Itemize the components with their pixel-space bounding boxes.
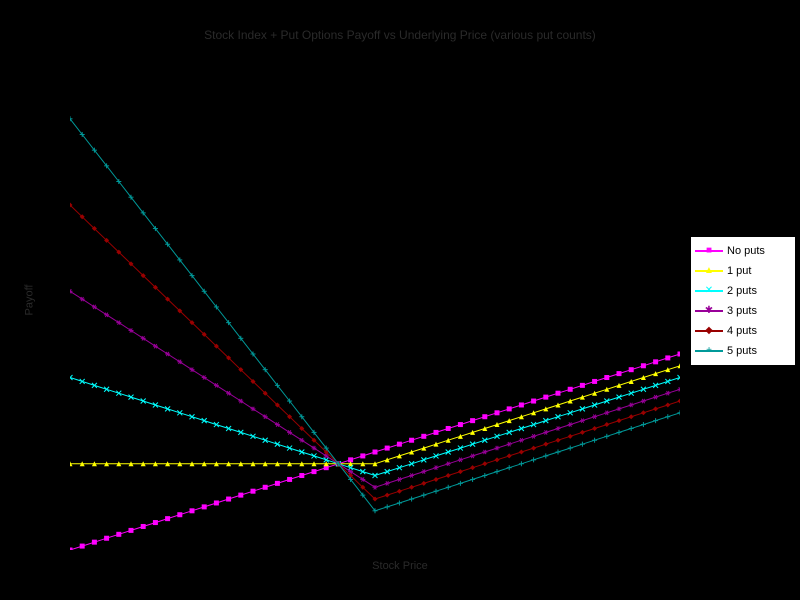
legend-marker-2-puts: ✕ bbox=[695, 285, 723, 297]
chart-container: Stock Index + Put Options Payoff vs Unde… bbox=[0, 0, 800, 600]
legend-item-2-puts: ✕ 2 puts bbox=[695, 281, 791, 301]
series-s3 bbox=[68, 289, 683, 489]
legend-item-3-puts: ✱ 3 puts bbox=[695, 301, 791, 321]
legend-label-no-puts: No puts bbox=[727, 245, 791, 257]
legend-marker-4-puts: ◆ bbox=[695, 325, 723, 337]
legend-label-4-puts: 4 puts bbox=[727, 325, 791, 337]
legend-label-1-put: 1 put bbox=[727, 265, 791, 277]
legend-item-1-put: ▲ 1 put bbox=[695, 261, 791, 281]
legend-marker-3-puts: ✱ bbox=[695, 305, 723, 317]
plot-svg bbox=[0, 0, 800, 600]
legend: ■ No puts ▲ 1 put ✕ 2 puts ✱ 3 puts ◆ 4 … bbox=[690, 236, 796, 366]
legend-label-3-puts: 3 puts bbox=[727, 305, 791, 317]
legend-marker-no-puts: ■ bbox=[695, 245, 723, 257]
legend-item-no-puts: ■ No puts bbox=[695, 241, 791, 261]
legend-label-2-puts: 2 puts bbox=[727, 285, 791, 297]
legend-item-5-puts: + 5 puts bbox=[695, 341, 791, 361]
series-s0 bbox=[68, 352, 683, 553]
legend-item-4-puts: ◆ 4 puts bbox=[695, 321, 791, 341]
legend-label-5-puts: 5 puts bbox=[727, 345, 791, 357]
legend-marker-5-puts: + bbox=[695, 345, 723, 357]
series-s4 bbox=[68, 203, 683, 502]
legend-marker-1-put: ▲ bbox=[695, 265, 723, 277]
